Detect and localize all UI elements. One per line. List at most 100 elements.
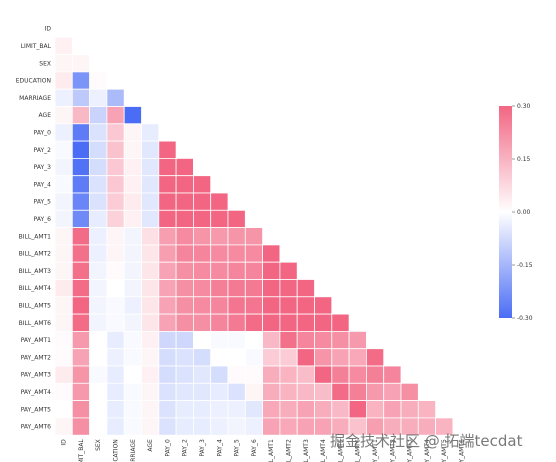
heatmap-cell bbox=[158, 417, 177, 436]
heatmap-cell bbox=[314, 330, 333, 350]
heatmap-cell bbox=[106, 88, 125, 107]
x-tick-label: ID bbox=[61, 439, 68, 446]
heatmap-cell bbox=[141, 244, 160, 263]
heatmap-cell bbox=[210, 313, 229, 332]
y-tick-labels: ID LIMIT_BAL SEX EDUCATION MARRIAGE AGE PAY_0 P… bbox=[16, 26, 52, 431]
heatmap-cell bbox=[244, 330, 264, 350]
heatmap-cell bbox=[175, 244, 194, 263]
heatmap-cell bbox=[71, 192, 91, 211]
watermark: 掘金技术社区 @ 拓端tecdat bbox=[330, 432, 523, 450]
heatmap-cell bbox=[106, 192, 125, 211]
heatmap-cell bbox=[123, 279, 142, 298]
y-tick-label: ID bbox=[45, 26, 52, 33]
y-tick-label: PAY_AMT1 bbox=[21, 337, 51, 344]
heatmap-cell bbox=[175, 400, 194, 419]
heatmap-cell bbox=[158, 365, 177, 384]
heatmap-cell bbox=[106, 330, 125, 350]
x-tick-label: PAY_6 bbox=[251, 439, 258, 457]
heatmap-cell bbox=[54, 400, 73, 419]
heatmap-cell bbox=[175, 209, 194, 229]
heatmap-cells bbox=[54, 36, 454, 436]
heatmap-cell bbox=[71, 123, 91, 142]
heatmap-cell bbox=[348, 348, 367, 367]
heatmap-cell bbox=[348, 400, 367, 419]
heatmap-cell bbox=[123, 192, 142, 211]
heatmap-cell bbox=[54, 36, 73, 55]
x-tick-label: PAY_AMT3 bbox=[407, 439, 414, 462]
heatmap-cell bbox=[244, 244, 264, 263]
heatmap-cell bbox=[123, 175, 142, 194]
y-tick-label: BILL_AMT2 bbox=[19, 251, 52, 258]
heatmap-cell bbox=[244, 348, 264, 367]
heatmap-cell bbox=[227, 330, 246, 350]
y-tick-label: AGE bbox=[39, 112, 52, 119]
y-tick-label: BILL_AMT4 bbox=[19, 285, 52, 292]
heatmap-cell bbox=[71, 279, 91, 298]
x-tick-label: PAY_AMT2 bbox=[389, 439, 396, 462]
heatmap-cell bbox=[296, 400, 315, 419]
heatmap-cell bbox=[244, 261, 264, 280]
y-tick-label: PAY_AMT6 bbox=[21, 424, 51, 431]
heatmap-cell bbox=[89, 209, 108, 229]
heatmap-cell bbox=[71, 88, 91, 107]
heatmap-cell bbox=[54, 175, 73, 194]
heatmap-cell bbox=[365, 348, 385, 367]
heatmap-cell bbox=[106, 417, 125, 436]
heatmap-cell bbox=[192, 279, 212, 298]
heatmap-cell bbox=[89, 175, 108, 194]
heatmap-cell bbox=[192, 244, 212, 263]
y-tick-label: PAY_5 bbox=[34, 199, 52, 206]
heatmap-cell bbox=[54, 348, 73, 367]
heatmap-cell bbox=[175, 227, 194, 246]
heatmap-cell bbox=[106, 209, 125, 229]
heatmap-cell bbox=[383, 400, 402, 419]
heatmap-cell bbox=[210, 382, 229, 401]
heatmap-cell bbox=[106, 157, 125, 177]
heatmap-cell bbox=[262, 330, 281, 350]
x-tick-label: LIMIT_BAL bbox=[78, 439, 85, 462]
heatmap-cell bbox=[141, 296, 160, 315]
heatmap-cell bbox=[71, 175, 91, 194]
heatmap-cell bbox=[54, 88, 73, 107]
heatmap-cell bbox=[54, 123, 73, 142]
heatmap-cell bbox=[123, 140, 142, 159]
heatmap-cell bbox=[244, 279, 264, 298]
x-tick-label: SEX bbox=[95, 439, 102, 451]
y-tick-label: BILL_AMT3 bbox=[19, 268, 52, 275]
heatmap-cell bbox=[106, 123, 125, 142]
heatmap-cell bbox=[54, 54, 73, 73]
heatmap-cell bbox=[279, 348, 298, 367]
heatmap-cell bbox=[123, 244, 142, 263]
heatmap-cell bbox=[244, 382, 264, 401]
heatmap-cell bbox=[71, 261, 91, 280]
heatmap-cell bbox=[175, 382, 194, 401]
heatmap-cell bbox=[417, 400, 436, 419]
heatmap-cell bbox=[210, 330, 229, 350]
heatmap-cell bbox=[244, 400, 264, 419]
heatmap-cell bbox=[296, 365, 315, 384]
heatmap-cell bbox=[210, 192, 229, 211]
heatmap-cell bbox=[192, 382, 212, 401]
heatmap-cell bbox=[106, 244, 125, 263]
heatmap-cell bbox=[141, 348, 160, 367]
heatmap-cell bbox=[106, 365, 125, 384]
heatmap-cell bbox=[296, 382, 315, 401]
heatmap-cell bbox=[400, 400, 419, 419]
heatmap-cell bbox=[106, 140, 125, 159]
heatmap-cell bbox=[141, 279, 160, 298]
y-tick-label: BILL_AMT5 bbox=[19, 302, 52, 309]
heatmap-cell bbox=[71, 348, 91, 367]
x-tick-label: AGE bbox=[147, 439, 154, 452]
heatmap-cell bbox=[141, 192, 160, 211]
heatmap-cell bbox=[71, 313, 91, 332]
heatmap-cell bbox=[71, 71, 91, 90]
heatmap-cell bbox=[175, 261, 194, 280]
heatmap-cell bbox=[227, 348, 246, 367]
heatmap-cell bbox=[210, 365, 229, 384]
heatmap-cell bbox=[296, 330, 315, 350]
heatmap-cell bbox=[54, 106, 73, 125]
heatmap-cell bbox=[89, 382, 108, 401]
y-tick-label: BILL_AMT6 bbox=[19, 320, 52, 327]
heatmap-cell bbox=[175, 365, 194, 384]
heatmap-cell bbox=[192, 330, 212, 350]
